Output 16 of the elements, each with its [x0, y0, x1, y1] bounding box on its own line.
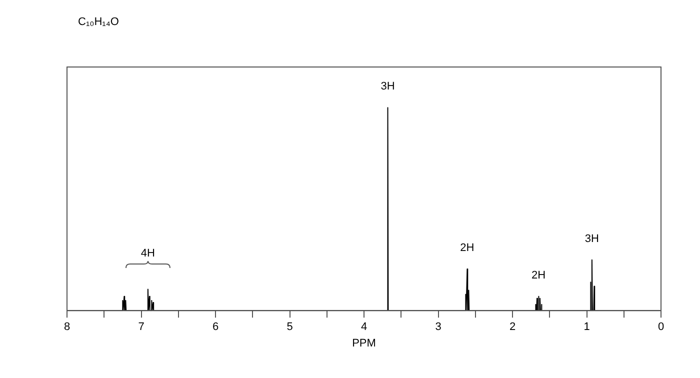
- x-tick-label: 6: [212, 321, 219, 334]
- x-axis-title: PPM: [352, 337, 376, 350]
- x-tick-label: 2: [509, 321, 516, 334]
- annotation: 2H: [460, 242, 474, 254]
- annotation: 3H: [584, 232, 600, 245]
- x-tick-label: 3: [435, 321, 442, 334]
- x-tick-label: 1: [584, 321, 590, 334]
- annotation: 3H: [380, 80, 395, 93]
- x-tick-label: 4: [360, 321, 368, 334]
- x-tick-label: 7: [138, 321, 144, 334]
- x-tick-label: 5: [286, 321, 293, 334]
- x-tick-label: 0: [658, 321, 664, 334]
- x-tick-label: 8: [64, 321, 70, 334]
- annotation: 2H: [531, 269, 546, 282]
- annotation: 4H: [140, 247, 156, 260]
- chart-title: C₁₀H₁₄O: [78, 16, 119, 28]
